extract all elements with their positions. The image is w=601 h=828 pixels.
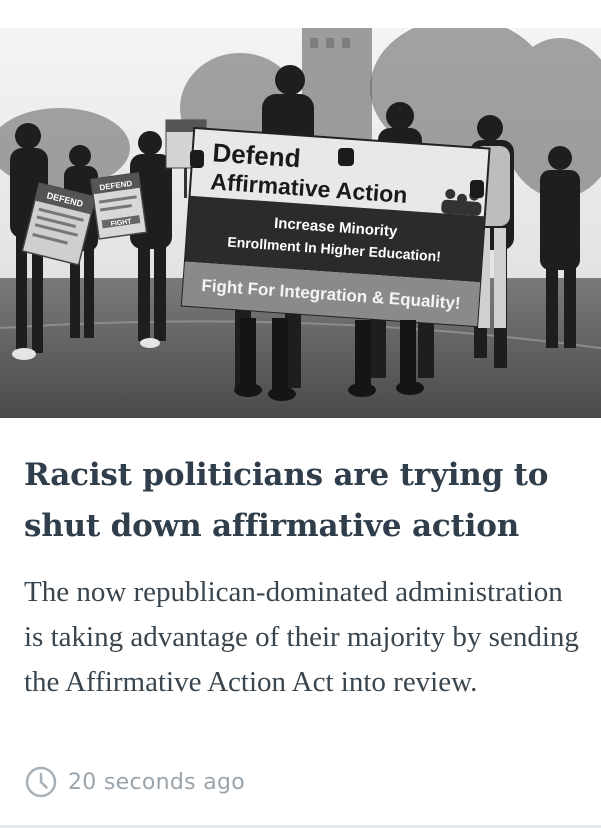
clock-icon [25,766,57,798]
timestamp: 20 seconds ago [68,769,246,795]
sign-small-3-text: FIGHT [110,218,132,228]
banner-line-1: Defend [212,137,302,173]
article-summary: The now republican-dominated administrat… [24,576,579,698]
article-image[interactable]: DEFEND DEFEND FIGHT [0,28,601,418]
article-meta: 20 seconds ago [24,764,245,800]
article-headline[interactable]: Racist politicians are trying to shut do… [24,457,549,544]
protest-photo: DEFEND DEFEND FIGHT [0,28,601,418]
card-divider [0,825,601,828]
